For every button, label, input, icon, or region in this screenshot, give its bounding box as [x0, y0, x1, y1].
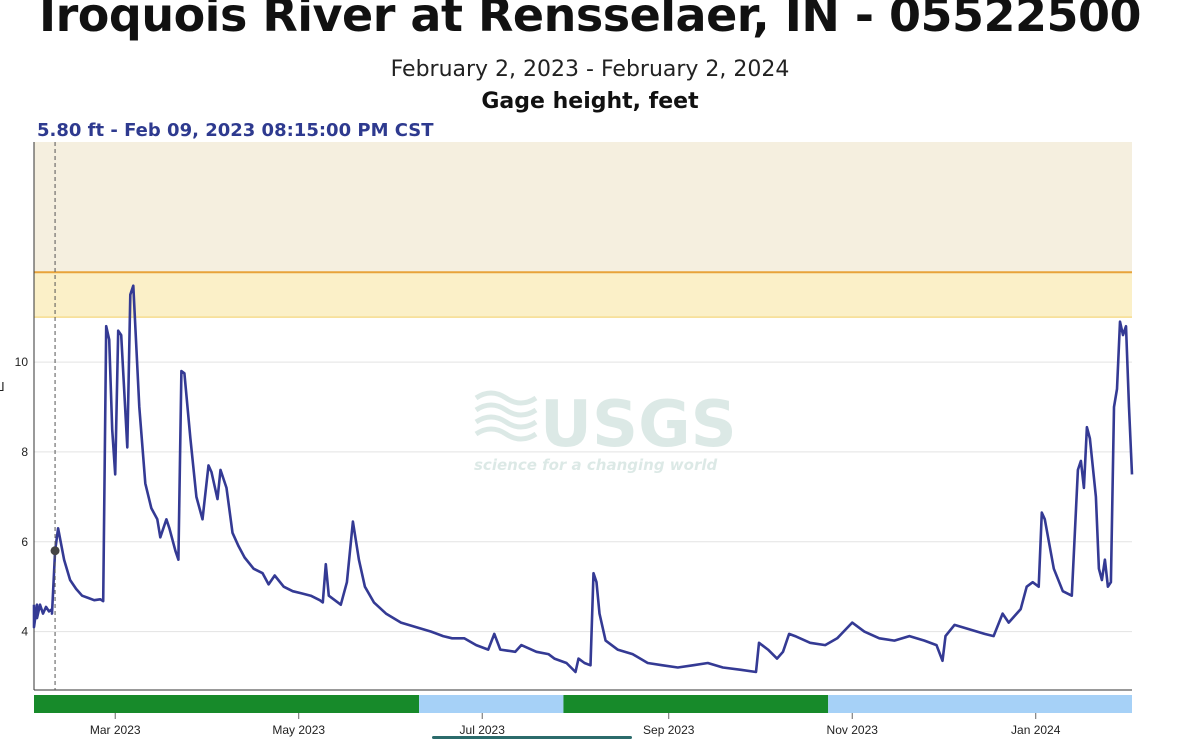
- y-tick-label: 6: [21, 535, 28, 549]
- x-tick-label: May 2023: [272, 723, 325, 737]
- x-tick-label: Nov 2023: [827, 723, 879, 737]
- threshold-band: [34, 272, 1132, 318]
- watermark-wave-icon: [474, 390, 538, 406]
- qualifier-segment: [419, 695, 564, 713]
- watermark-wave-icon: [474, 402, 538, 418]
- x-tick-label: Jan 2024: [1011, 723, 1061, 737]
- y-axis-label-fragment: ⅃: [0, 380, 5, 394]
- y-tick-label: 10: [15, 355, 29, 369]
- x-tick-label: Jul 2023: [460, 723, 506, 737]
- hover-readout: 5.80 ft - Feb 09, 2023 08:15:00 PM CST: [37, 120, 434, 141]
- y-tick-label: 8: [21, 445, 28, 459]
- chart-title: Iroquois River at Rensselaer, IN - 05522…: [39, 0, 1142, 42]
- gage-height-series-line: [32, 284, 1134, 674]
- qualifier-segment: [563, 695, 829, 713]
- watermark-wave-icon: [474, 414, 538, 430]
- parameter-label: Gage height, feet: [481, 89, 699, 114]
- watermark-wave-icon: [474, 426, 538, 442]
- y-tick-label: 4: [21, 625, 28, 639]
- chart-subtitle: February 2, 2023 - February 2, 2024: [390, 57, 790, 82]
- x-tick-label: Sep 2023: [643, 723, 695, 737]
- range-scrollbar[interactable]: [432, 736, 632, 739]
- hover-point-marker: [50, 546, 60, 556]
- x-tick-label: Mar 2023: [90, 723, 141, 737]
- qualifier-segment: [34, 695, 420, 713]
- watermark-tagline: science for a changing world: [474, 456, 717, 474]
- qualifier-segment: [828, 695, 1132, 713]
- watermark-logo-text: USGS: [540, 388, 737, 462]
